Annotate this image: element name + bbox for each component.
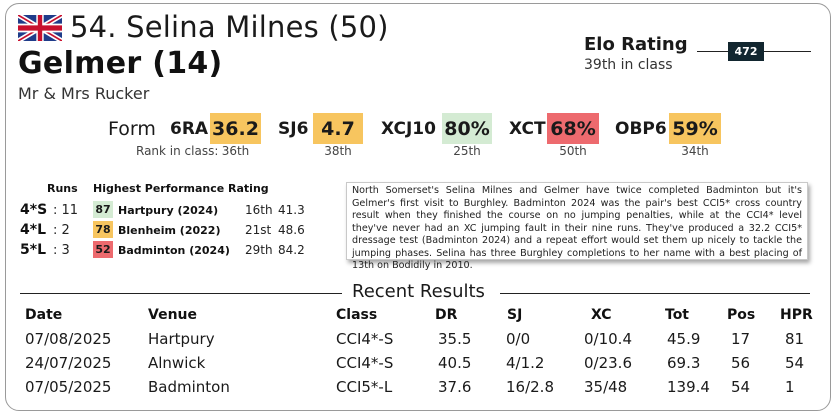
hpr-event: Blenheim (2022): [118, 224, 221, 237]
phase-value-sj6: 4.7: [313, 113, 363, 144]
rank-xcj10: 25th: [453, 144, 481, 158]
divider-line: [20, 293, 342, 294]
phase-value-xcj10: 80%: [442, 113, 492, 144]
col-header-date: Date: [25, 307, 63, 323]
phase-label-obp6: OBP6: [615, 119, 667, 139]
result-cell-tot: 45.9: [667, 330, 701, 348]
result-cell-sj: 4/1.2: [506, 354, 545, 372]
result-cell-pos: 54: [731, 378, 751, 396]
rank-obp6: 34th: [681, 144, 709, 158]
hpr-score-badge: 52: [93, 241, 113, 258]
result-cell-date: 07/08/2025: [25, 330, 112, 348]
result-cell-hpr: 1: [785, 378, 795, 396]
result-cell-sj: 16/2.8: [506, 378, 554, 396]
result-cell-date: 07/05/2025: [25, 378, 112, 396]
result-cell-venue: Badminton: [148, 378, 230, 396]
result-cell-tot: 139.4: [667, 378, 710, 396]
hpr-event: Hartpury (2024): [118, 204, 219, 217]
uk-flag-icon: [18, 15, 62, 41]
level-run-count: : 11: [53, 203, 79, 218]
recent-results-title: Recent Results: [352, 281, 485, 302]
hpr-event: Badminton (2024): [118, 244, 230, 257]
phase-label-xct: XCT: [509, 119, 546, 139]
level-run-count: : 2: [53, 223, 70, 238]
elo-rank: 39th in class: [584, 57, 673, 73]
divider-line: [500, 293, 810, 294]
col-header-tot: Tot: [665, 307, 690, 323]
result-cell-xc: 0/10.4: [584, 330, 632, 348]
hpr-result: 41.3: [278, 203, 305, 217]
result-cell-venue: Hartpury: [148, 330, 215, 348]
result-cell-hpr: 54: [785, 354, 805, 372]
result-cell-class: CCI4*-S: [336, 354, 394, 372]
rank-sj6: 38th: [324, 144, 352, 158]
result-cell-dr: 35.5: [438, 330, 472, 348]
result-cell-class: CCI5*-L: [336, 378, 393, 396]
horse-name: Gelmer (14): [18, 46, 223, 81]
hpr-rank: 16th: [245, 203, 273, 217]
result-cell-class: CCI4*-S: [336, 330, 394, 348]
hpr-result: 84.2: [278, 243, 305, 257]
commentary-text: North Somerset's Selina Milnes and Gelme…: [346, 182, 808, 271]
level-label: 4*L: [20, 222, 46, 238]
col-header-dr: DR: [435, 307, 458, 323]
runs-header: Runs: [47, 182, 78, 195]
result-cell-venue: Alnwick: [148, 354, 206, 372]
form-label: Form: [108, 118, 156, 140]
result-cell-pos: 17: [731, 330, 751, 348]
result-cell-sj: 0/0: [506, 330, 531, 348]
hpr-result: 48.6: [278, 223, 305, 237]
result-cell-xc: 35/48: [584, 378, 628, 396]
col-header-venue: Venue: [148, 307, 197, 323]
col-header-sj: SJ: [507, 307, 523, 323]
level-label: 4*S: [20, 202, 48, 218]
hpr-score-badge: 87: [93, 201, 113, 218]
result-cell-xc: 0/23.6: [584, 354, 632, 372]
level-label: 5*L: [20, 242, 46, 258]
hpr-header: Highest Performance Rating: [93, 182, 269, 195]
result-cell-dr: 37.6: [438, 378, 472, 396]
phase-label-sj6: SJ6: [278, 119, 309, 139]
result-cell-hpr: 81: [785, 330, 805, 348]
result-cell-tot: 69.3: [667, 354, 701, 372]
phase-value-obp6: 59%: [669, 113, 721, 144]
col-header-hpr: HPR: [780, 307, 813, 323]
result-cell-dr: 40.5: [438, 354, 472, 372]
rank-6ra: 36th: [221, 144, 250, 158]
result-cell-date: 24/07/2025: [25, 354, 112, 372]
result-cell-pos: 56: [731, 354, 751, 372]
phase-label-xcj10: XCJ10: [381, 119, 436, 139]
hpr-rank: 21st: [245, 223, 272, 237]
col-header-xc: XC: [591, 307, 612, 323]
rank-xct: 50th: [559, 144, 587, 158]
owner-name: Mr & Mrs Rucker: [18, 84, 150, 103]
rider-name: 54. Selina Milnes (50): [70, 10, 389, 44]
phase-value-xct: 68%: [547, 113, 599, 144]
level-run-count: : 3: [53, 243, 70, 258]
col-header-pos: Pos: [727, 307, 756, 323]
col-header-class: Class: [336, 307, 378, 323]
hpr-score-badge: 78: [93, 221, 113, 238]
elo-value-badge: 472: [728, 42, 764, 61]
rank-caption: Rank in class:: [136, 144, 219, 158]
hpr-rank: 29th: [245, 243, 273, 257]
phase-label-6ra: 6RA: [170, 119, 209, 139]
phase-value-6ra: 36.2: [210, 113, 261, 144]
elo-title: Elo Rating: [584, 34, 688, 55]
